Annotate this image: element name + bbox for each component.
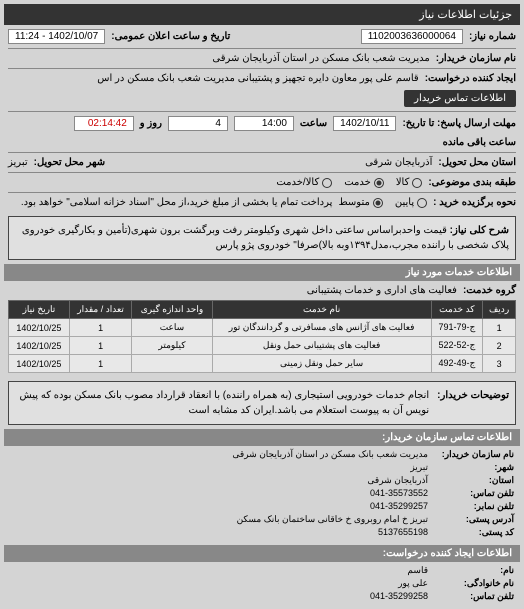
fax-value: 041-35299257	[370, 501, 428, 512]
radio-both[interactable]	[322, 178, 332, 188]
desc-text: قیمت واحدبراساس ساعتی داخل شهری وکیلومتر…	[22, 225, 509, 251]
addr-label: آدرس پستی:	[434, 514, 514, 525]
table-cell: 1402/10/25	[9, 337, 70, 355]
table-cell: 1	[483, 319, 516, 337]
addr-value: تبریز خ امام روبروی خ خاقانی ساختمان بان…	[237, 514, 428, 525]
service-info-title: اطلاعات خدمات مورد نیاز	[4, 264, 520, 281]
contact-prov-value: آذربایجان شرقی	[367, 475, 428, 486]
req-family-label: نام خانوادگی:	[434, 578, 514, 589]
table-header: واحد اندازه گیری	[132, 301, 212, 319]
table-header: نام خدمت	[212, 301, 431, 319]
contact-title: اطلاعات تماس سازمان خریدار:	[4, 429, 520, 446]
city-value: تبریز	[8, 157, 28, 168]
table-cell: فعالیت های آژانس های مسافرتی و گردانندگا…	[212, 319, 431, 337]
contact-city-label: شهر:	[434, 462, 514, 473]
table-cell	[132, 355, 212, 373]
table-header: تعداد / مقدار	[69, 301, 131, 319]
fax-label: تلفن نمابر:	[434, 501, 514, 512]
number-label: شماره نیاز:	[469, 31, 516, 42]
req-phone-value: 041-35299258	[370, 591, 428, 602]
deadline-date: 1402/10/11	[333, 116, 396, 131]
pay-radio-group: پایین متوسط	[338, 197, 427, 208]
description-box: شرح کلی نیاز: قیمت واحدبراساس ساعتی داخل…	[8, 216, 516, 260]
table-cell: ساعت	[132, 319, 212, 337]
date-label: تاریخ و ساعت اعلان عمومی:	[111, 31, 230, 42]
days-count: 4	[168, 116, 228, 131]
remain-label: ساعت باقی مانده	[443, 137, 516, 148]
pay-note: پرداخت تمام یا بخشی از مبلغ خرید،از محل …	[21, 197, 333, 208]
radio-low[interactable]	[417, 198, 427, 208]
req-phone-label: تلفن تماس:	[434, 591, 514, 602]
table-header: کد خدمت	[431, 301, 483, 319]
service-table: ردیفکد خدمتنام خدمتواحد اندازه گیریتعداد…	[8, 300, 516, 373]
table-cell: ج-79-791	[431, 319, 483, 337]
deadline-label: مهلت ارسال پاسخ: تا تاریخ:	[402, 118, 516, 129]
table-cell: 1	[69, 337, 131, 355]
group-value: فعالیت های اداری و خدمات پشتیبانی	[307, 285, 457, 296]
group-label: گروه خدمت:	[463, 285, 516, 296]
date-value: 1402/10/07 - 11:24	[8, 29, 105, 44]
req-name-label: نام:	[434, 565, 514, 576]
radio-mid[interactable]	[373, 198, 383, 208]
province-value: آذربایجان شرقی	[365, 157, 432, 168]
post-label: کد پستی:	[434, 527, 514, 538]
creator-label: ایجاد کننده درخواست:	[425, 73, 516, 84]
table-header: تاریخ نیاز	[9, 301, 70, 319]
table-cell: 1402/10/25	[9, 319, 70, 337]
radio-goods[interactable]	[412, 178, 422, 188]
buyer-label: نام سازمان خریدار:	[436, 53, 516, 64]
contact-button[interactable]: اطلاعات تماس خریدار	[404, 90, 516, 107]
table-cell: ج-49-492	[431, 355, 483, 373]
time-label: ساعت	[300, 118, 327, 129]
table-cell: 2	[483, 337, 516, 355]
buyer-note-text: انجام خدمات خودرویی استیجاری (به همراه ر…	[15, 388, 429, 418]
buyer-note-label: توضیحات خریدار:	[437, 388, 509, 418]
table-row: 3ج-49-492سایر حمل ونقل زمینی 11402/10/25	[9, 355, 516, 373]
contact-prov-label: استان:	[434, 475, 514, 486]
phone-label: تلفن تماس:	[434, 488, 514, 499]
buyer-value: مدیریت شعب بانک مسکن در استان آذربایجان …	[212, 53, 429, 64]
pay-type-label: نحوه برگزیده خرید :	[433, 197, 516, 208]
table-cell: 1	[69, 319, 131, 337]
org-value: مدیریت شعب بانک مسکن در استان آذربایجان …	[232, 449, 428, 460]
subject-radio-group: کالا خدمت کالا/خدمت	[276, 177, 422, 188]
subject-type-label: طبقه بندی موضوعی:	[428, 177, 516, 188]
table-cell: 1402/10/25	[9, 355, 70, 373]
table-header: ردیف	[483, 301, 516, 319]
remain-time: 02:14:42	[74, 116, 134, 131]
table-row: 2ج-52-522فعالیت های پشتیبانی حمل ونقلکیل…	[9, 337, 516, 355]
deadline-time: 14:00	[234, 116, 294, 131]
page-header: جزئیات اطلاعات نیاز	[4, 4, 520, 25]
radio-service[interactable]	[374, 178, 384, 188]
city-label: شهر محل تحویل:	[34, 157, 106, 168]
requester-title: اطلاعات ایجاد کننده درخواست:	[4, 545, 520, 562]
table-row: 1ج-79-791فعالیت های آژانس های مسافرتی و …	[9, 319, 516, 337]
contact-city-value: تبریز	[410, 462, 428, 473]
table-cell: ج-52-522	[431, 337, 483, 355]
province-label: استان محل تحویل:	[438, 157, 516, 168]
table-cell: 1	[69, 355, 131, 373]
table-cell: فعالیت های پشتیبانی حمل ونقل	[212, 337, 431, 355]
post-value: 5137655198	[378, 527, 428, 538]
desc-label: شرح کلی نیاز:	[450, 225, 509, 236]
table-cell: کیلومتر	[132, 337, 212, 355]
table-cell: سایر حمل ونقل زمینی	[212, 355, 431, 373]
table-cell: 3	[483, 355, 516, 373]
org-label: نام سازمان خریدار:	[434, 449, 514, 460]
days-label: روز و	[140, 118, 162, 129]
phone-value: 041-35573552	[370, 488, 428, 499]
req-name-value: قاسم	[407, 565, 428, 576]
req-family-value: علی پور	[398, 578, 428, 589]
page-title: جزئیات اطلاعات نیاز	[419, 8, 512, 21]
creator-value: قاسم علی پور معاون دایره تجهیز و پشتیبان…	[97, 73, 418, 84]
buyer-note-box: توضیحات خریدار: انجام خدمات خودرویی استی…	[8, 381, 516, 425]
number-value: 1102003636000064	[361, 29, 463, 44]
